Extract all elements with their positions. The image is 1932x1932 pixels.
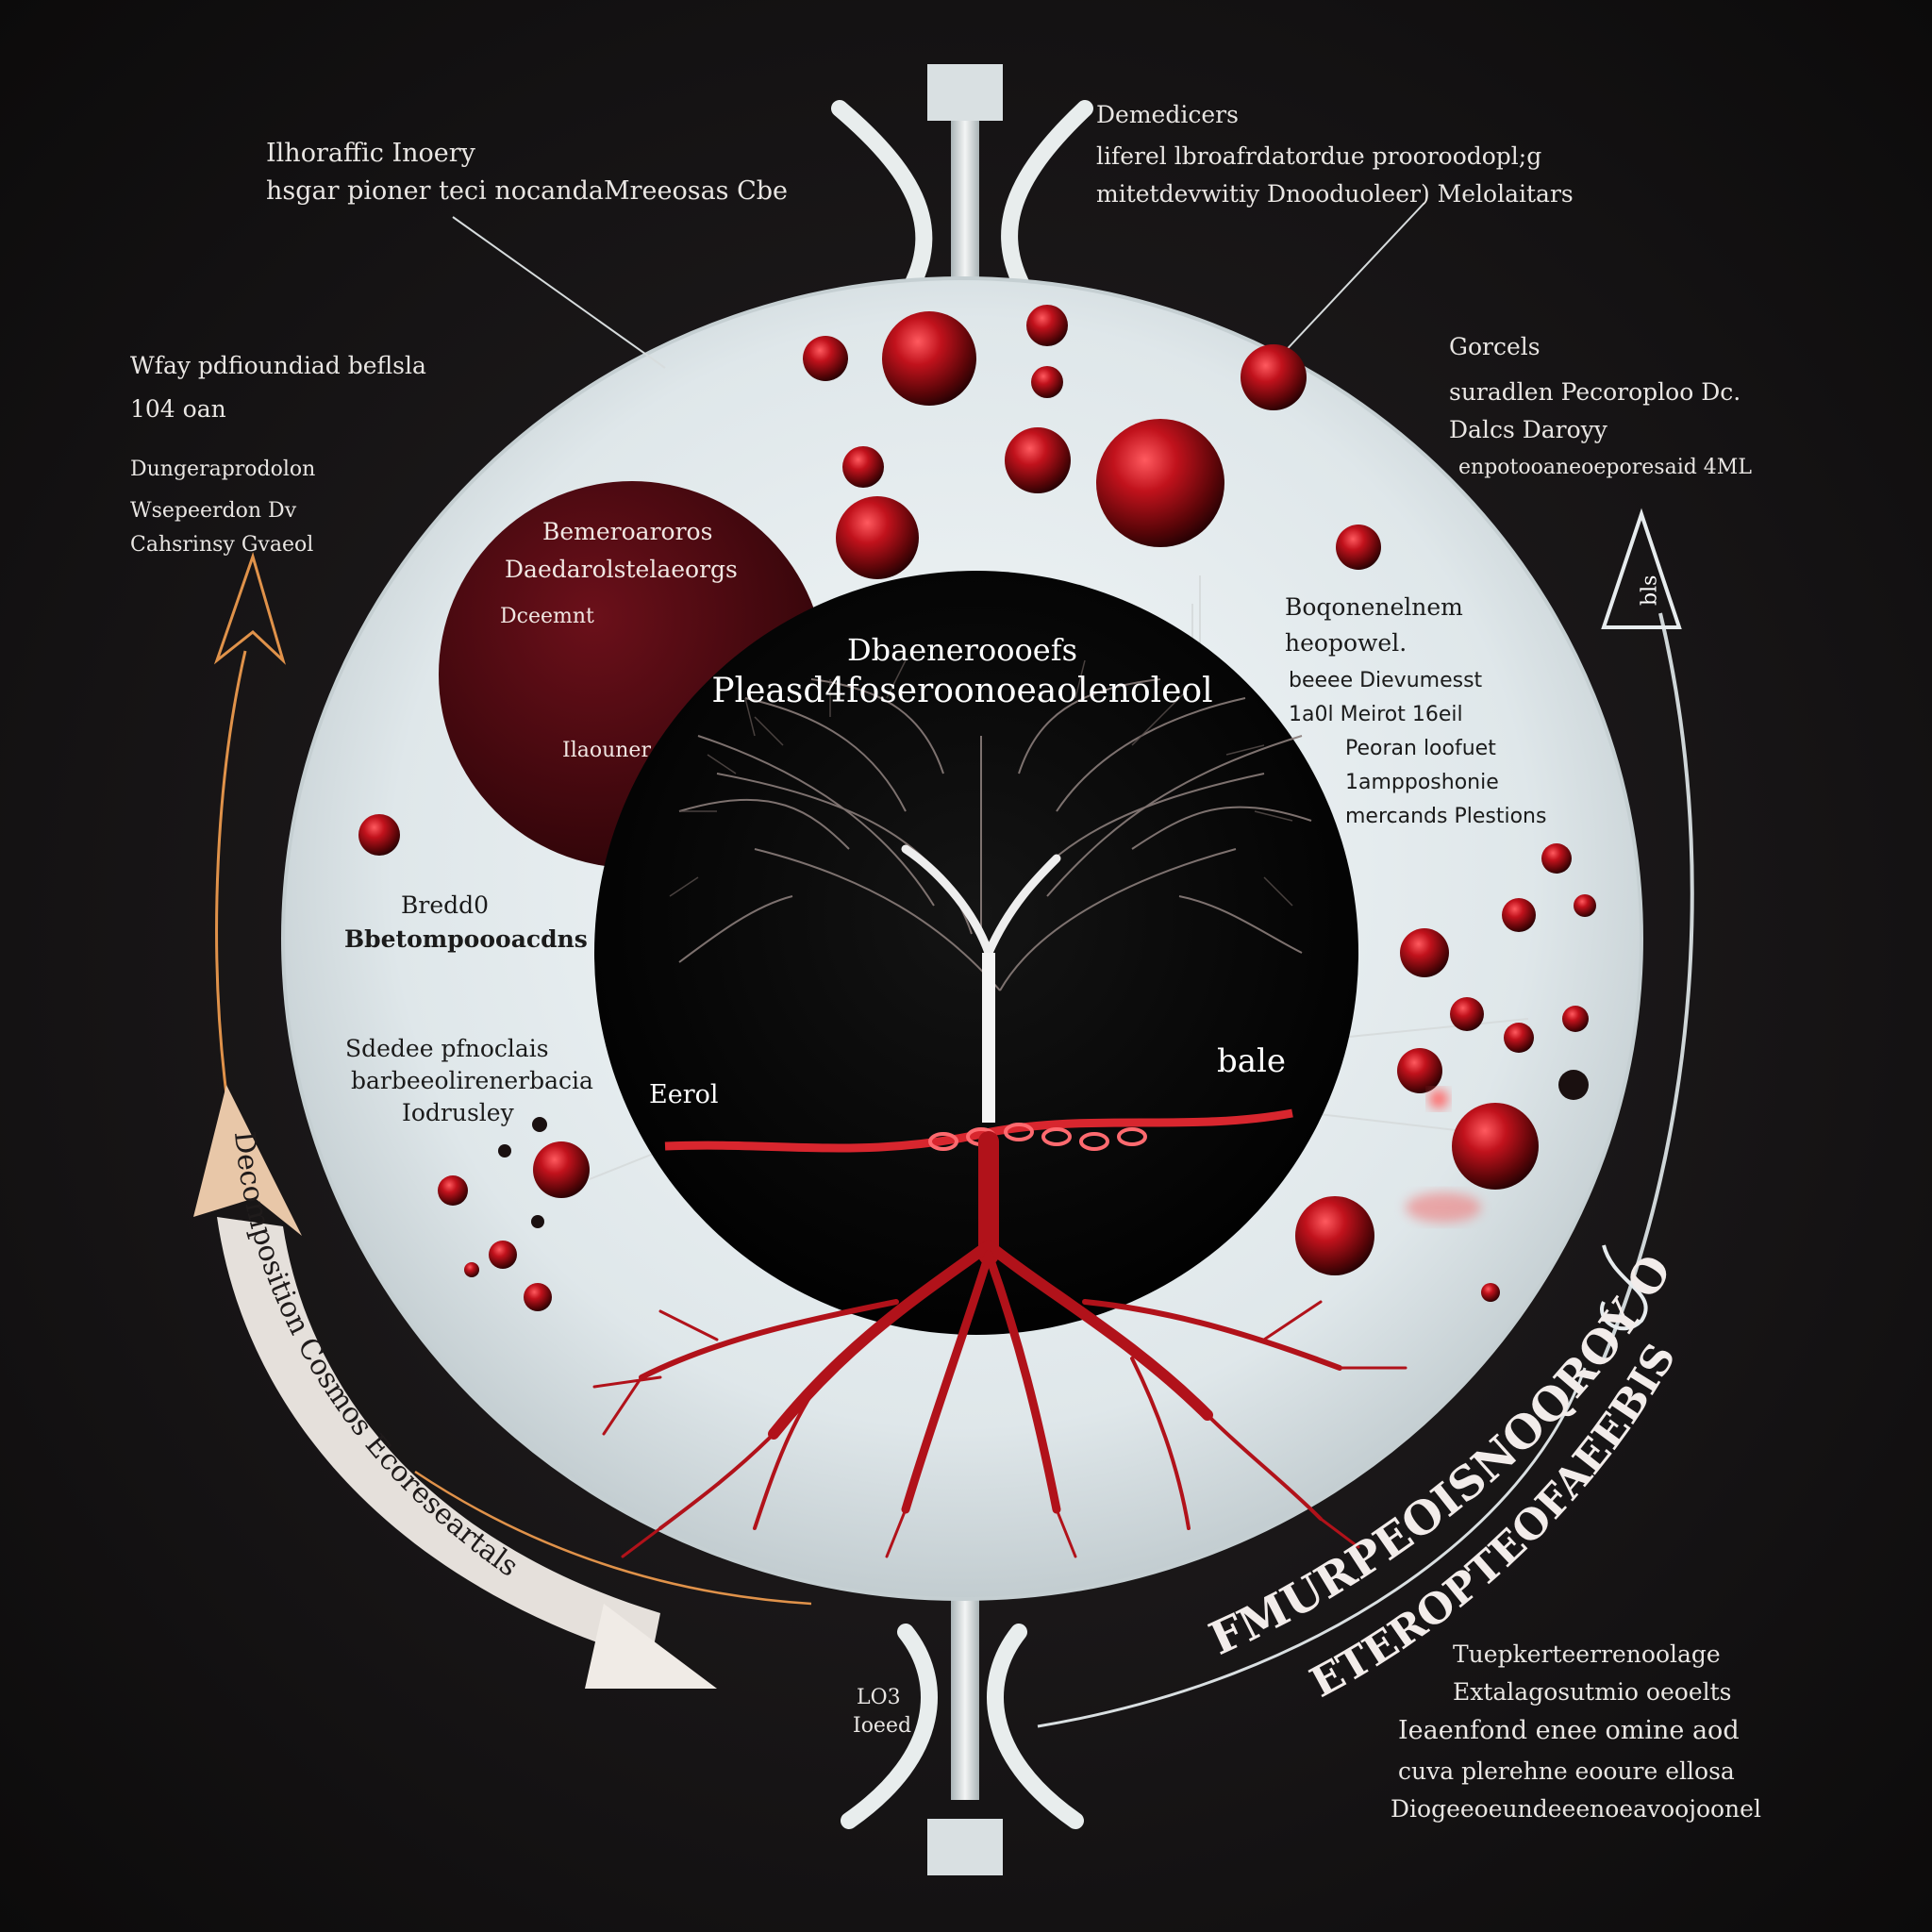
maroon-label-2: Daedarolstelaeorgs: [505, 556, 738, 583]
right-block-6: 1ampposhonie: [1345, 771, 1499, 794]
orange-arrow-icon: [213, 552, 286, 665]
bottom-right-3: Ieaenfond enee omine aod: [1398, 1716, 1740, 1745]
right-block-2: heopowel.: [1285, 629, 1407, 657]
left-disc-1: Bredd0: [401, 891, 490, 919]
label-left-upper-2: 104 oan: [130, 395, 226, 423]
bottom-right-1: Tuepkerteerrenoolage: [1453, 1641, 1721, 1668]
left-lower-1: Sdedee pfnoclais: [345, 1035, 549, 1062]
right-arrow-label: bls: [1638, 575, 1662, 606]
left-lower-3: Iodrusley: [402, 1099, 514, 1126]
spiral-icon: [1600, 1244, 1648, 1331]
label-right-upper-1: Gorcels: [1449, 333, 1541, 360]
label-top-right-1: Demedicers: [1096, 101, 1239, 128]
label-top-left-1: Ilhoraffic Inoery: [266, 139, 475, 168]
bottom-small-2: Ioeed: [853, 1714, 912, 1738]
right-block-5: Peoran loofuet: [1345, 737, 1496, 760]
leader-lines: [452, 202, 1529, 1180]
tree-icon: [592, 659, 1407, 1558]
label-right-upper-4: enpotooaneoeporesaid 4ML: [1458, 456, 1752, 479]
label-left-mid-2: Wsepeerdon Dv: [130, 499, 297, 523]
bottom-right-2: Extalagosutmio oeoelts: [1453, 1678, 1732, 1706]
core-left-label: Eerol: [649, 1080, 719, 1109]
label-left-mid-1: Dungeraprodolon: [130, 458, 316, 481]
right-block-3: beeee Dievumesst: [1289, 669, 1483, 692]
bottom-right-5: Diogeeoeundeeenoeavoojoonel: [1391, 1795, 1761, 1823]
bottom-small-1: LO3: [857, 1686, 901, 1709]
maroon-label-3: Dceemnt: [500, 605, 594, 628]
maroon-label-4: Ilaouner: [562, 739, 651, 762]
left-disc-2: Bbetompoooacdns: [344, 925, 588, 953]
label-top-right-2: liferel lbroafrdatordue prooroodopl;g: [1096, 142, 1542, 170]
label-top-left-2: hsgar pioner teci nocandaMreeosas Cbe: [266, 176, 789, 206]
label-top-right-3: mitetdevwitiy Dnooduoleer) Melolaitars: [1096, 180, 1574, 208]
center-title-1: Dbaeneroooefs: [847, 632, 1077, 668]
label-left-mid-3: Cahsrinsy Gvaeol: [130, 533, 314, 557]
bottom-arrowhead-icon: [585, 1604, 717, 1689]
bottom-right-4: cuva plerehne eooure ellosa: [1398, 1757, 1735, 1785]
cycle-arrows: [193, 508, 1694, 1728]
core-right-label: bale: [1217, 1042, 1287, 1080]
label-right-upper-2: suradlen Pecoroploo Dc.: [1449, 378, 1741, 406]
up-arrow-icon: [1601, 508, 1682, 629]
left-arrowhead-icon: [193, 1085, 302, 1236]
right-block-4: 1a0l Meirot 16eil: [1289, 703, 1463, 726]
red-spheres: [358, 305, 1596, 1311]
label-left-upper-1: Wfay pdfioundiad beflsla: [130, 352, 426, 379]
maroon-label-1: Bemeroaroros: [542, 518, 713, 545]
right-block-7: mercands Plestions: [1345, 805, 1547, 828]
right-block-1: Boqonenelnem: [1285, 593, 1463, 621]
center-title-2: Pleasd4foseroonoeaolenoleol: [711, 672, 1213, 710]
left-lower-2: barbeeolirenerbacia: [351, 1067, 593, 1094]
label-right-upper-3: Dalcs Daroyy: [1449, 416, 1607, 443]
